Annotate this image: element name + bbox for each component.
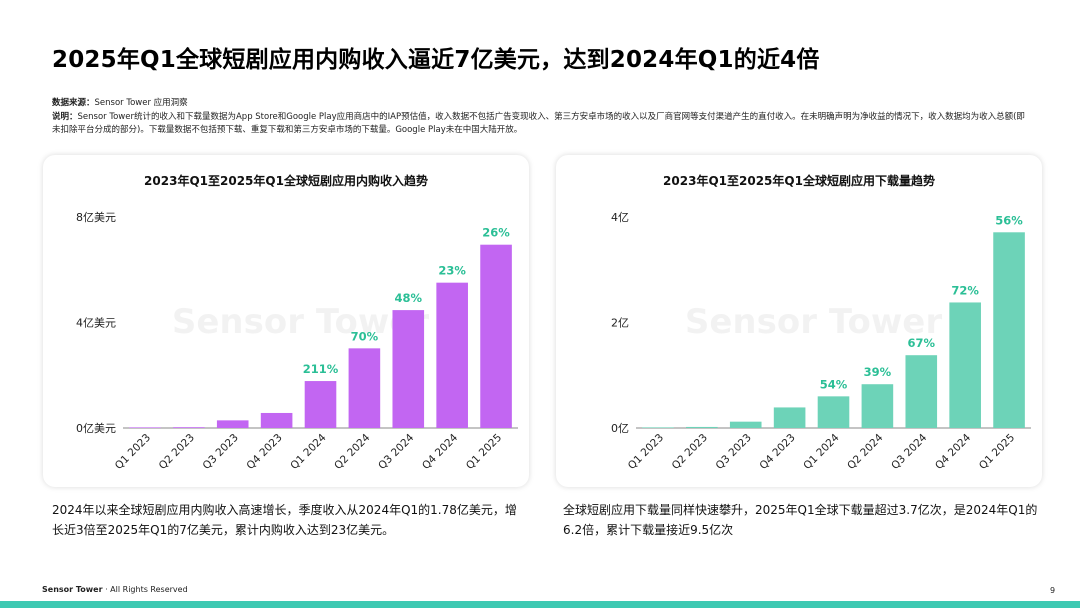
bottom-accent-bar <box>0 601 1080 608</box>
revenue-bar <box>129 427 161 428</box>
data-note-label: 说明： <box>52 112 78 122</box>
downloads-bar <box>686 426 718 428</box>
downloads-ytick-label: 2亿 <box>611 317 629 330</box>
revenue-xtick-label: Q4 2023 <box>244 432 284 472</box>
revenue-xtick-label: Q4 2024 <box>420 431 461 472</box>
revenue-data-label: 23% <box>438 264 466 278</box>
revenue-chart-title: 2023年Q1至2025年Q1全球短剧应用内购收入趋势 <box>144 174 428 188</box>
revenue-data-label: 26% <box>482 226 510 240</box>
data-source-label: 数据来源： <box>52 98 95 108</box>
revenue-data-label: 48% <box>395 291 423 305</box>
revenue-watermark: Sensor Tower <box>172 302 429 342</box>
downloads-xtick-label: Q3 2024 <box>889 431 930 472</box>
data-source-text: Sensor Tower 应用洞察 <box>94 98 188 108</box>
revenue-data-label: 70% <box>351 329 379 343</box>
revenue-bar <box>436 282 468 428</box>
revenue-chart-panel: 2023年Q1至2025年Q1全球短剧应用内购收入趋势 Sensor Tower… <box>43 155 529 487</box>
downloads-bar <box>773 407 806 428</box>
downloads-watermark: Sensor Tower <box>685 302 942 342</box>
page-number: 9 <box>1050 586 1056 595</box>
downloads-data-label: 72% <box>951 283 979 297</box>
revenue-description: 2024年以来全球短剧应用内购收入高速增长，季度收入从2024年Q1的1.78亿… <box>52 503 517 537</box>
data-note-text: Sensor Tower统计的收入和下载量数据为App Store和Google… <box>52 112 1025 135</box>
downloads-xtick-label: Q1 2025 <box>977 432 1017 472</box>
downloads-bar <box>949 302 981 428</box>
revenue-bar <box>392 310 425 428</box>
revenue-xtick-label: Q1 2023 <box>113 432 153 472</box>
sensor-tower-logo: Sensor Tower <box>42 585 103 594</box>
downloads-xtick-label: Q1 2024 <box>801 431 842 472</box>
downloads-description: 全球短剧应用下载量同样快速攀升，2025年Q1全球下载量超过3.7亿次，是202… <box>563 503 1038 537</box>
downloads-bar <box>861 384 894 428</box>
revenue-ytick-label: 0亿美元 <box>76 422 116 435</box>
downloads-bar <box>817 396 850 428</box>
revenue-ytick-label: 4亿美元 <box>76 317 116 330</box>
data-source: 数据来源：Sensor Tower 应用洞察 <box>52 96 188 108</box>
footer-brand: Sensor Tower · All Rights Reserved <box>42 585 188 594</box>
downloads-chart-panel: 2023年Q1至2025年Q1全球短剧应用下载量趋势 Sensor Tower 0… <box>556 155 1042 487</box>
revenue-bar <box>480 244 512 428</box>
downloads-ytick-label: 0亿 <box>611 422 629 435</box>
revenue-xtick-label: Q2 2024 <box>332 431 373 472</box>
revenue-data-label: 211% <box>303 362 339 376</box>
downloads-xtick-label: Q1 2023 <box>626 432 666 472</box>
data-note: 说明：Sensor Tower统计的收入和下载量数据为App Store和Goo… <box>52 111 1032 137</box>
revenue-bar <box>260 412 293 428</box>
revenue-bar <box>216 420 249 428</box>
downloads-bar <box>993 232 1025 428</box>
revenue-bar <box>173 427 205 428</box>
downloads-xtick-label: Q3 2023 <box>714 432 754 472</box>
revenue-xtick-label: Q1 2025 <box>464 432 504 472</box>
downloads-data-label: 56% <box>995 213 1023 227</box>
downloads-data-label: 39% <box>864 365 892 379</box>
revenue-xtick-label: Q3 2023 <box>201 432 241 472</box>
downloads-chart-title: 2023年Q1至2025年Q1全球短剧应用下载量趋势 <box>663 174 935 188</box>
revenue-bar <box>304 381 337 428</box>
downloads-ytick-label: 4亿 <box>611 211 629 224</box>
downloads-bar <box>642 427 674 428</box>
revenue-xtick-label: Q2 2023 <box>157 432 197 472</box>
downloads-xtick-label: Q2 2024 <box>845 431 886 472</box>
revenue-bar <box>348 348 381 428</box>
footer-rights: All Rights Reserved <box>110 585 188 594</box>
revenue-ytick-label: 8亿美元 <box>76 211 116 224</box>
revenue-xtick-label: Q3 2024 <box>376 431 417 472</box>
downloads-xtick-label: Q4 2024 <box>933 431 974 472</box>
downloads-xtick-label: Q2 2023 <box>670 432 710 472</box>
revenue-xtick-label: Q1 2024 <box>288 431 329 472</box>
page-title: 2025年Q1全球短剧应用内购收入逼近7亿美元，达到2024年Q1的近4倍 <box>52 47 820 73</box>
downloads-data-label: 67% <box>908 336 936 350</box>
downloads-data-label: 54% <box>820 377 848 391</box>
downloads-xtick-label: Q4 2023 <box>757 432 797 472</box>
downloads-bar <box>729 421 762 428</box>
downloads-bar <box>905 355 938 428</box>
